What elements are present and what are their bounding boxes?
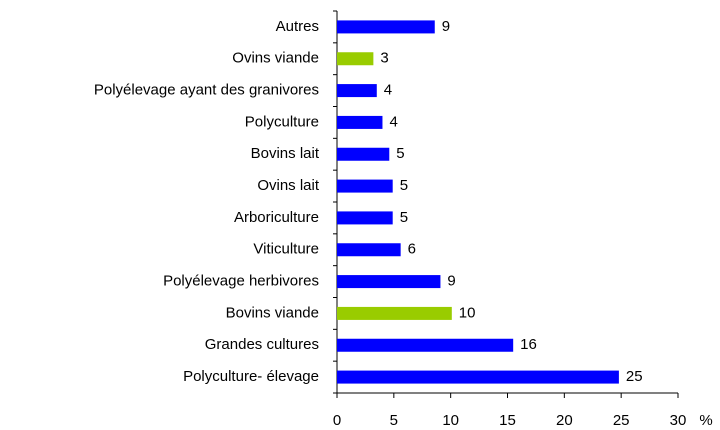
y-tick-label: Polyculture- élevage bbox=[183, 368, 319, 385]
data-label: 16 bbox=[520, 336, 537, 353]
y-tick-label: Polyculture bbox=[245, 113, 319, 130]
bar bbox=[337, 147, 390, 161]
y-tick-label: Ovins viande bbox=[232, 50, 319, 67]
data-label: 25 bbox=[626, 368, 643, 385]
data-label: 4 bbox=[384, 82, 392, 99]
data-label: 5 bbox=[400, 177, 408, 194]
bar bbox=[337, 20, 435, 34]
y-tick-label: Polyélevage ayant des granivores bbox=[94, 82, 319, 99]
bar bbox=[337, 338, 514, 352]
y-tick-label: Ovins lait bbox=[257, 177, 320, 194]
y-tick-label: Viticulture bbox=[253, 241, 319, 258]
bar bbox=[337, 84, 377, 98]
data-label: 9 bbox=[442, 18, 450, 35]
bar bbox=[337, 243, 401, 257]
data-label: 3 bbox=[380, 50, 388, 67]
y-tick-label: Polyélevage herbivores bbox=[163, 273, 319, 290]
x-tick-label: 30 bbox=[670, 412, 687, 429]
data-label: 5 bbox=[396, 145, 404, 162]
data-label: 9 bbox=[447, 273, 455, 290]
x-axis-label: % bbox=[699, 412, 712, 429]
y-tick-label: Arboriculture bbox=[234, 209, 319, 226]
bar bbox=[337, 306, 452, 320]
bar bbox=[337, 370, 619, 384]
data-label: 4 bbox=[389, 113, 397, 130]
x-tick-label: 5 bbox=[390, 412, 398, 429]
bar bbox=[337, 275, 441, 289]
x-tick-label: 25 bbox=[613, 412, 630, 429]
y-tick-label: Grandes cultures bbox=[205, 336, 319, 353]
y-tick-label: Bovins lait bbox=[251, 145, 320, 162]
data-label: 6 bbox=[408, 241, 416, 258]
x-tick-label: 0 bbox=[333, 412, 341, 429]
bar bbox=[337, 211, 393, 225]
bar bbox=[337, 179, 393, 193]
bar bbox=[337, 115, 383, 129]
y-tick-label: Bovins viande bbox=[226, 304, 319, 321]
data-label: 10 bbox=[459, 304, 476, 321]
y-tick-label: Autres bbox=[276, 18, 319, 35]
data-label: 5 bbox=[400, 209, 408, 226]
bar bbox=[337, 52, 374, 66]
x-tick-label: 20 bbox=[556, 412, 573, 429]
x-tick-label: 15 bbox=[499, 412, 516, 429]
x-tick-label: 10 bbox=[442, 412, 459, 429]
